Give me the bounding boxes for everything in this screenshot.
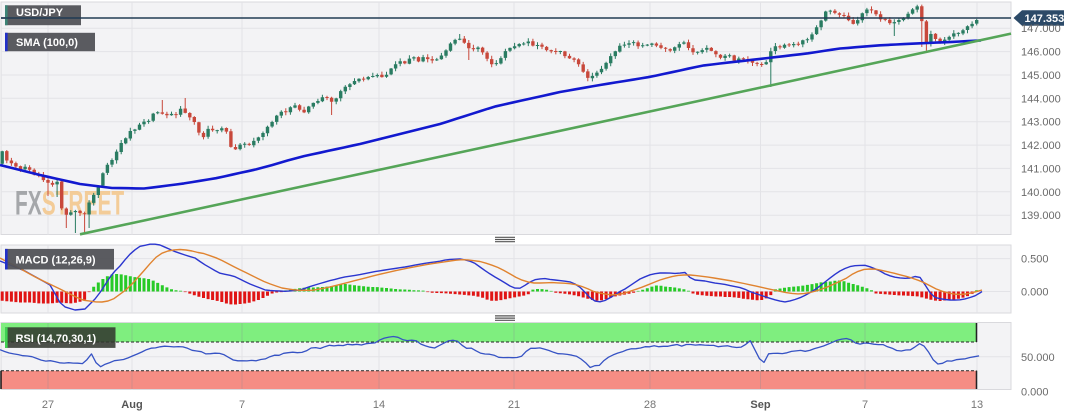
svg-text:0.000: 0.000 <box>1021 287 1049 299</box>
svg-text:7: 7 <box>239 399 245 411</box>
svg-text:141.000: 141.000 <box>1021 163 1061 175</box>
svg-text:145.000: 145.000 <box>1021 70 1061 82</box>
svg-text:MACD (12,26,9): MACD (12,26,9) <box>16 254 96 266</box>
svg-text:Sep: Sep <box>750 399 770 411</box>
svg-text:21: 21 <box>508 399 520 411</box>
svg-text:143.000: 143.000 <box>1021 117 1061 129</box>
svg-text:0.000: 0.000 <box>1021 387 1049 399</box>
svg-text:27: 27 <box>42 399 54 411</box>
svg-text:13: 13 <box>971 399 983 411</box>
svg-text:USD/JPY: USD/JPY <box>16 7 64 19</box>
svg-text:28: 28 <box>644 399 656 411</box>
svg-text:140.000: 140.000 <box>1021 187 1061 199</box>
svg-text:147.000: 147.000 <box>1021 23 1061 35</box>
svg-text:144.000: 144.000 <box>1021 93 1061 105</box>
svg-text:139.000: 139.000 <box>1021 210 1061 222</box>
svg-text:Aug: Aug <box>121 399 142 411</box>
svg-text:FXSTREET: FXSTREET <box>15 183 124 222</box>
svg-text:14: 14 <box>373 399 385 411</box>
svg-text:50.000: 50.000 <box>1021 352 1055 364</box>
svg-text:0.500: 0.500 <box>1021 254 1049 266</box>
svg-text:7: 7 <box>862 399 868 411</box>
svg-text:SMA (100,0): SMA (100,0) <box>16 37 78 49</box>
svg-text:RSI (14,70,30,1): RSI (14,70,30,1) <box>16 333 97 345</box>
svg-text:142.000: 142.000 <box>1021 140 1061 152</box>
svg-text:147.353: 147.353 <box>1025 13 1065 25</box>
svg-text:146.000: 146.000 <box>1021 47 1061 59</box>
